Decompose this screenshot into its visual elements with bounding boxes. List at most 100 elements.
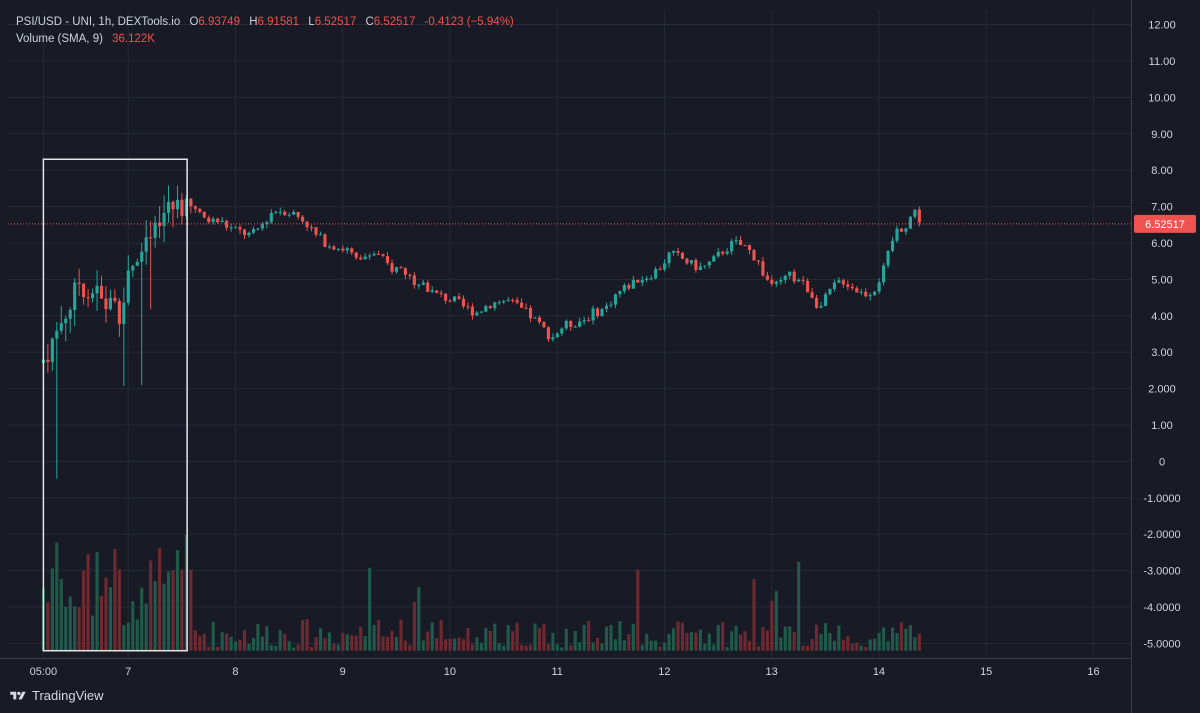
candle-up	[394, 267, 399, 272]
volume-bar	[752, 578, 756, 651]
volume-bar	[841, 639, 845, 651]
volume-bar	[913, 637, 917, 651]
legend-open-value: 6.93749	[198, 16, 240, 28]
candle-up	[725, 251, 729, 254]
volume-bar	[774, 591, 778, 651]
volume-bar	[859, 645, 863, 651]
volume-bar	[359, 626, 363, 651]
volume-bar	[667, 633, 671, 651]
candle-up	[269, 212, 273, 223]
candle-up	[823, 294, 828, 307]
volume-bar	[779, 637, 783, 651]
volume-bar	[819, 633, 823, 651]
volume-bar	[99, 595, 104, 651]
candle-up	[671, 250, 676, 253]
price-tick-label: -2.0000	[1143, 529, 1180, 541]
candle-down	[242, 229, 247, 236]
volume-bar	[394, 636, 399, 651]
candle-up	[278, 211, 282, 213]
legend-volume-label[interactable]: Volume (SMA, 9)	[16, 33, 103, 45]
candle-down	[377, 254, 381, 256]
candle-up	[609, 304, 613, 306]
volume-bar	[327, 632, 331, 651]
price-tick-label: -5.0000	[1143, 638, 1180, 650]
candle-down	[466, 306, 470, 308]
volume-bar	[55, 542, 59, 651]
price-tick-label: -3.0000	[1143, 566, 1180, 578]
volume-bar	[408, 644, 412, 651]
candle-up	[493, 302, 497, 309]
candle-up	[868, 295, 872, 297]
candle-down	[801, 279, 805, 281]
candle-down	[841, 280, 845, 285]
volume-bar	[899, 622, 904, 651]
candle-up	[372, 254, 376, 256]
time-tick-label: 11	[551, 666, 562, 678]
price-tick-label: 5.00	[1151, 274, 1172, 286]
candle-up	[667, 252, 671, 264]
candle-up	[162, 212, 166, 227]
volume-bar	[855, 642, 859, 651]
candle-down	[46, 359, 50, 362]
candle-up	[904, 228, 908, 232]
candle-down	[202, 211, 206, 218]
time-tick-label: 13	[766, 666, 778, 678]
volume-bar	[318, 628, 323, 651]
price-tick-label: 7.00	[1151, 202, 1172, 214]
candle-down	[770, 279, 774, 284]
volume-bar	[640, 644, 644, 651]
candle-down	[520, 302, 524, 308]
candle-down	[385, 256, 390, 264]
legend-high-label: H	[249, 16, 258, 28]
candle-down	[207, 217, 211, 223]
brand-footer[interactable]: TradingView	[10, 688, 104, 703]
candle-down	[341, 248, 345, 251]
candle-up	[654, 268, 658, 279]
volume-bar	[457, 637, 461, 651]
volume-bar	[207, 646, 211, 651]
price-tick-label: 3.00	[1151, 347, 1172, 359]
candlesticks	[41, 185, 921, 479]
volume-bar	[368, 567, 372, 651]
candle-up	[140, 251, 144, 262]
candle-down	[448, 300, 452, 302]
volume-bar	[873, 638, 877, 651]
time-tick-label: 15	[980, 666, 992, 678]
volume-bar	[743, 631, 747, 651]
time-tick-label: 14	[873, 666, 885, 678]
volume-bar	[225, 633, 229, 651]
candle-down	[189, 198, 193, 207]
volume-bar	[336, 644, 340, 651]
volume-bar	[636, 569, 640, 651]
candle-up	[828, 288, 832, 295]
volume-bar	[564, 628, 568, 651]
highlight-box	[42, 158, 188, 652]
volume-bar	[82, 570, 86, 651]
volume-bar	[600, 643, 604, 651]
volume-bar	[341, 632, 345, 651]
legend-symbol[interactable]: PSI/USD - UNI, 1h, DEXTools.io	[16, 16, 181, 28]
volume-bar	[828, 632, 832, 651]
volume-bar	[542, 624, 546, 651]
volume-bar	[122, 625, 126, 651]
volume-bar	[220, 632, 224, 651]
volume-bar	[180, 569, 184, 651]
candle-up	[247, 232, 251, 236]
volume-bar	[703, 643, 707, 651]
candle-up	[175, 199, 180, 210]
candle-down	[864, 291, 868, 297]
legend-change-value: -0.4123 (−5.94%)	[424, 16, 514, 28]
volume-bar	[175, 550, 180, 651]
candle-down	[323, 234, 327, 247]
volume-bar	[694, 632, 698, 651]
time-tick-label: 9	[340, 666, 346, 678]
volume-bar	[354, 635, 358, 651]
candle-up	[649, 278, 653, 280]
candle-down	[149, 237, 153, 239]
candle-up	[287, 214, 291, 216]
volume-bar	[162, 583, 166, 651]
volume-bar	[560, 647, 564, 651]
candle-down	[390, 263, 394, 272]
volume-bar	[569, 645, 573, 651]
